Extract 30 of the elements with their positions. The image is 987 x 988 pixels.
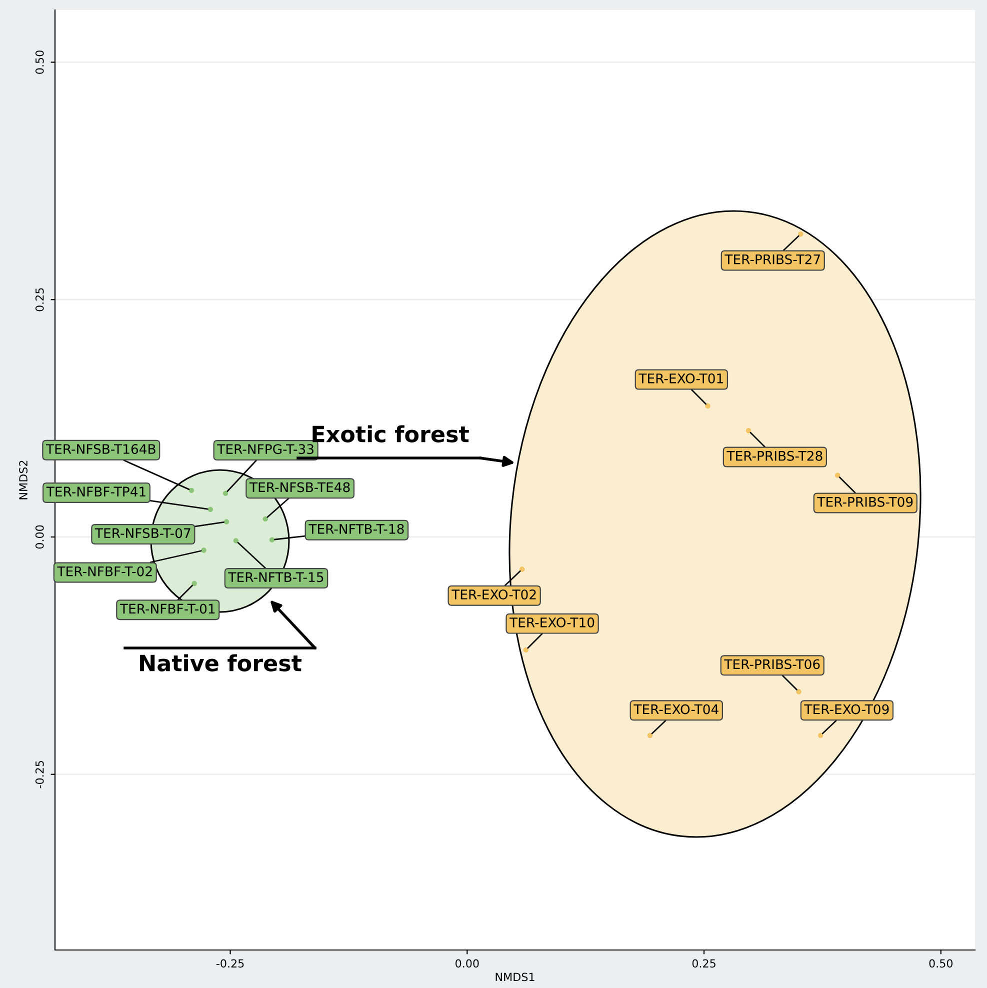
y-tick-label: 0.25 (35, 288, 44, 312)
data-label: TER-PRIBS-T09 (817, 496, 913, 507)
y-tick-label: 0.00 (35, 525, 44, 549)
y-tick-label: -0.25 (35, 760, 44, 788)
data-label: TER-EXO-T01 (638, 373, 723, 384)
x-tick-label: 0.00 (456, 959, 479, 968)
data-label: TER-EXO-T02 (452, 589, 536, 600)
data-label: TER-NFTB-T-18 (308, 524, 404, 534)
data-label: TER-NFBF-T-01 (120, 604, 215, 614)
data-label: TER-EXO-T09 (804, 704, 889, 714)
data-label: TER-NFSB-T164B (46, 444, 156, 454)
x-tick-label: -0.25 (216, 959, 244, 968)
data-label: TER-NFPG-T-33 (217, 444, 314, 454)
x-axis-title: NMDS1 (496, 972, 534, 982)
data-label: TER-PRIBS-T27 (724, 254, 820, 264)
x-tick-label: 0.50 (929, 959, 953, 968)
data-label: TER-NFBF-TP41 (46, 486, 146, 496)
annotation: Native forest (140, 654, 302, 672)
data-label: TER-NFBF-T-02 (57, 566, 152, 576)
data-label: TER-PRIBS-T06 (724, 659, 820, 670)
annotation: Exotic forest (312, 425, 469, 442)
data-label: TER-EXO-T10 (510, 617, 594, 628)
data-label: TER-NFTB-T-15 (228, 572, 324, 582)
x-tick-label: 0.25 (692, 959, 716, 968)
data-label: TER-PRIBS-T28 (726, 450, 822, 461)
data-label: TER-EXO-T04 (634, 704, 718, 714)
data-label: TER-NFSB-T-07 (94, 528, 190, 538)
data-label: TER-NFSB-TE48 (249, 482, 350, 492)
y-axis-title: NMDS2 (19, 460, 28, 500)
y-tick-label: 0.50 (35, 50, 44, 74)
